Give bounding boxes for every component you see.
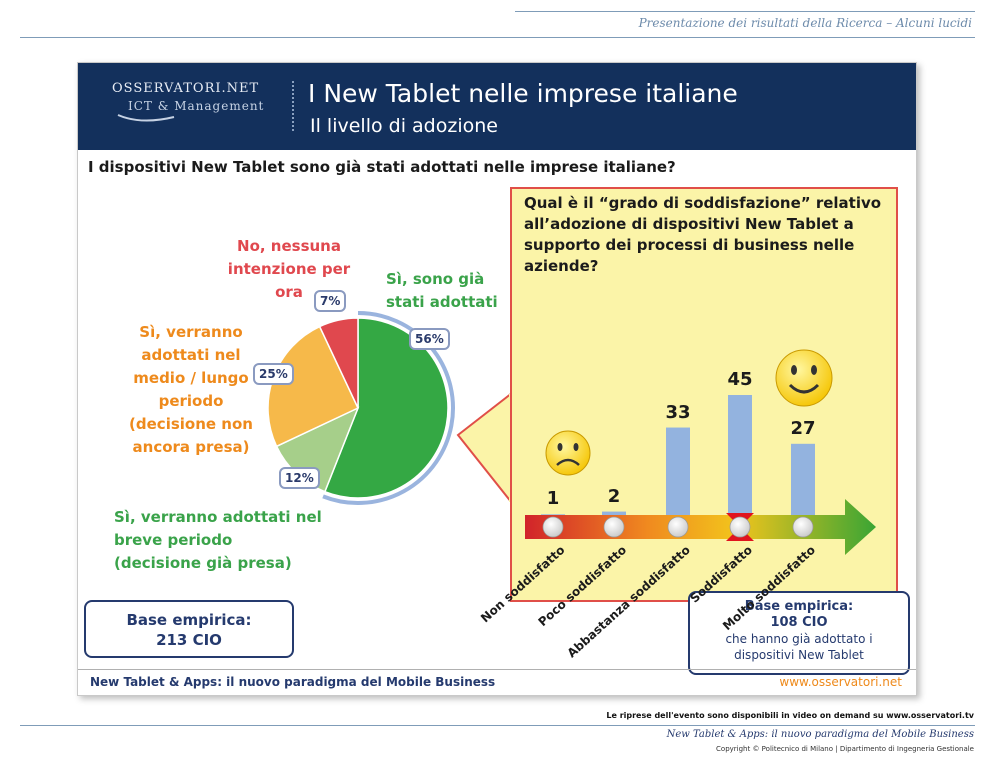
bar-value-0: 1 xyxy=(546,488,560,510)
slide-header: OSSERVATORI.NET ICT & Management I New T… xyxy=(78,63,916,150)
base-right-line4: dispositivi New Tablet xyxy=(734,648,864,662)
pct-badge-orange: 25% xyxy=(253,363,294,385)
panel-question: Qual è il “grado di soddisfazione” relat… xyxy=(524,194,882,275)
pie-label-medium-long: Sì, verranno adottati nel medio / lungo per… xyxy=(116,321,266,459)
pie-label-line: stati adottati xyxy=(386,293,498,311)
bar-2 xyxy=(666,427,690,517)
bar-chart xyxy=(525,349,876,555)
scale-marker-2 xyxy=(667,516,689,538)
base-box-right: Base empirica: 108 CIO che hanno già ado… xyxy=(688,591,910,675)
base-box-left: Base empirica: 213 CIO xyxy=(84,600,294,658)
pct-badge-green: 56% xyxy=(409,328,450,350)
pie-label-line: adottati nel xyxy=(141,346,241,364)
base-left-line1: Base empirica: xyxy=(126,611,252,629)
pie-highlight-arc xyxy=(322,311,455,505)
slide-footer-right[interactable]: www.osservatori.net xyxy=(779,675,902,689)
base-right-line3: che hanno già adottato i xyxy=(725,632,873,646)
pie-label-line: No, nessuna xyxy=(237,237,341,255)
bottom-title: New Tablet & Apps: il nuovo paradigma de… xyxy=(666,729,974,740)
footer-rule xyxy=(78,669,916,670)
pie-label-line: intenzione per xyxy=(227,260,351,278)
pie-label-line: breve periodo xyxy=(114,531,233,549)
slide-title: I New Tablet nelle imprese italiane xyxy=(308,79,738,108)
logo-sub: ICT & Management xyxy=(128,99,265,113)
slide: OSSERVATORI.NET ICT & Management I New T… xyxy=(77,62,917,696)
satisfaction-arrow xyxy=(525,499,876,555)
pie-slice-0 xyxy=(323,317,449,499)
pie-label-line: medio / lungo xyxy=(133,369,249,387)
pct-badge-lightgreen: 12% xyxy=(279,467,320,489)
base-left-line2: 213 CIO xyxy=(156,631,222,649)
pie-label-adopted: Sì, sono già stati adottati xyxy=(386,268,498,314)
scale-marker-4 xyxy=(792,516,814,538)
pie-label-short: Sì, verranno adottati nel breve periodo (d… xyxy=(114,506,322,575)
happy-face-icon xyxy=(775,349,833,407)
bar-value-2: 33 xyxy=(665,401,691,423)
bar-value-3: 45 xyxy=(727,369,753,390)
pie-label-line: ora xyxy=(275,283,303,301)
bottom-note: Le riprese dell'evento sono disponibili … xyxy=(606,711,974,720)
bar-1 xyxy=(602,511,626,517)
scale-marker-0 xyxy=(542,516,564,538)
pie-label-line: ancora presa) xyxy=(132,438,250,456)
pie-label-line: periodo xyxy=(158,392,224,410)
top-rule xyxy=(515,11,975,12)
logo-swoosh-icon xyxy=(117,114,175,122)
pct-badge-red: 7% xyxy=(314,290,347,312)
logo-name: OSSERVATORI.NET xyxy=(112,81,260,96)
scale-marker-1 xyxy=(603,516,625,538)
pie-slice-3 xyxy=(318,317,359,409)
pie-label-line: Sì, sono già xyxy=(386,270,485,288)
bottom-copyright: Copyright © Politecnico di Milano | Dipa… xyxy=(716,745,974,753)
sad-face-icon xyxy=(545,430,591,476)
pie-label-no: No, nessuna intenzione per ora xyxy=(225,235,353,304)
base-right-line2: 108 CIO xyxy=(770,615,828,630)
bar-3 xyxy=(728,395,752,517)
scale-marker-3 xyxy=(729,516,751,538)
bar-value-1: 2 xyxy=(607,485,621,507)
top-rule-lower xyxy=(20,37,975,38)
pie-question: I dispositivi New Tablet sono già stati … xyxy=(88,158,676,176)
slide-footer-left: New Tablet & Apps: il nuovo paradigma de… xyxy=(90,675,496,689)
top-caption: Presentazione dei risultati della Ricerc… xyxy=(638,16,972,30)
bar-4 xyxy=(791,443,815,517)
slide-subtitle: Il livello di adozione xyxy=(310,115,498,137)
pie-label-line: (decisione già presa) xyxy=(114,554,292,572)
pie-label-line: Sì, verranno xyxy=(139,323,243,341)
bottom-rule xyxy=(20,725,975,726)
bar-value-4: 27 xyxy=(790,417,816,439)
pie-label-line: Sì, verranno adottati nel xyxy=(114,508,322,526)
header-divider xyxy=(292,81,294,131)
base-right-line1: Base empirica: xyxy=(744,599,854,614)
pie-label-line: (decisione non xyxy=(129,415,253,433)
